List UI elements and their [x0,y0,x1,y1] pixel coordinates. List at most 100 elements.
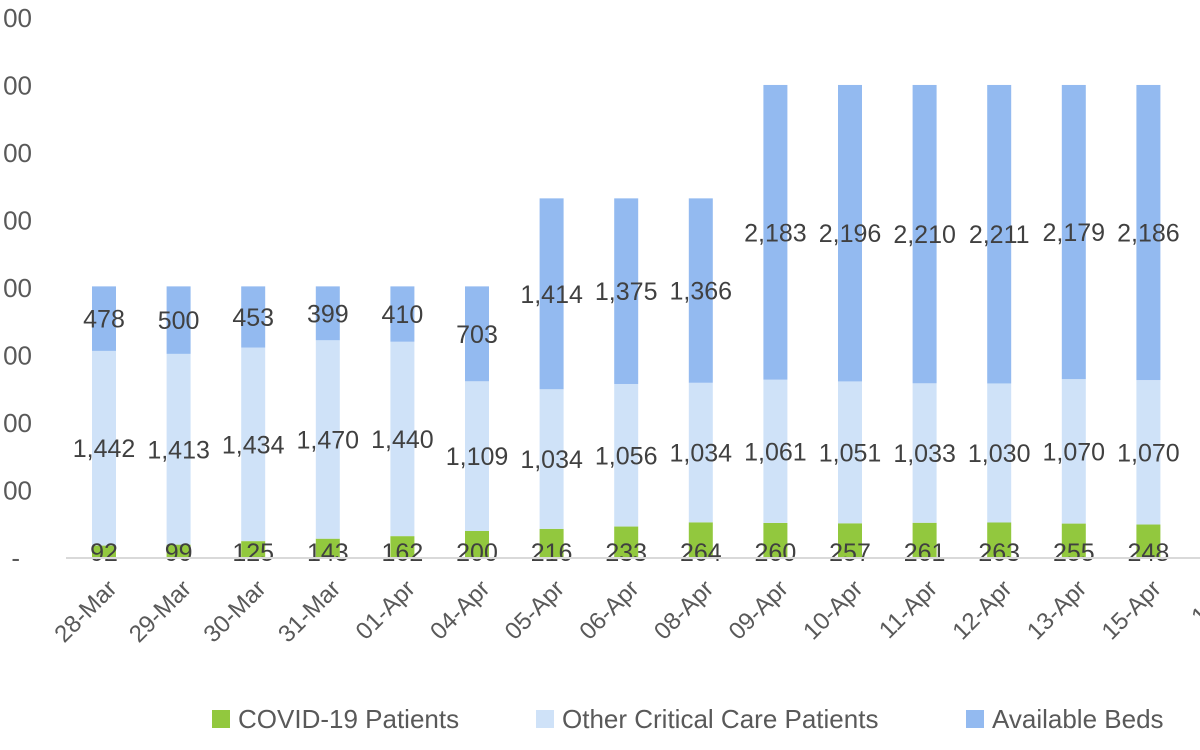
covid-bar-segment [763,522,788,558]
covid-data-label: 248 [1128,539,1170,567]
available-beds-bar-segment [1136,84,1161,381]
covid-data-label: 260 [755,539,797,567]
other-care-bar-segment [390,341,415,537]
bars [92,84,1161,558]
available-beds-bar-segment [92,286,116,351]
available-beds-data-label: 2,210 [893,221,956,249]
y-tick-label: - [11,543,20,573]
available-beds-bar-segment [539,198,564,390]
available-beds-data-label: 2,179 [1043,219,1106,247]
category-label: 16-A [1186,575,1200,630]
available-beds-data-label: 410 [382,301,424,329]
other-care-data-label: 1,070 [1043,438,1106,466]
other-care-bar-segment [241,347,266,542]
available-beds-data-label: 478 [83,306,125,334]
category-label: 31-Mar [273,575,346,648]
other-care-bar-segment [688,382,713,523]
available-beds-data-label: 2,183 [744,219,807,247]
other-care-bar-segment [763,379,788,523]
available-beds-bar-segment [390,286,415,342]
category-label: 11-Apr [874,575,943,644]
other-care-bar-segment [838,381,862,524]
category-label: 08-Apr [649,575,719,645]
available-beds-bar-segment [241,286,266,348]
category-label: 06-Apr [574,575,644,645]
available-beds-bar-segment [166,286,191,354]
covid-bar-segment [315,538,340,558]
covid-bar-segment [539,528,564,558]
other-care-bar-segment [315,340,340,539]
category-label: 09-Apr [724,575,794,645]
other-care-bar-segment [614,383,639,527]
y-tick-label: 00 [3,71,32,101]
covid-bar-segment [241,541,266,558]
data-labels: 92 1,442 478 99 1,413 500 125 1,434 453 143 1,470 3… [73,219,1180,567]
available-beds-data-label: 399 [307,300,349,328]
available-beds-bar-segment [1061,84,1086,380]
available-beds-data-label: 453 [232,304,274,332]
category-label: 13-Apr [1022,575,1092,645]
available-beds-data-label: 500 [158,307,200,335]
covid-bar-segment [92,545,116,558]
other-care-data-label: 1,033 [893,440,956,468]
available-beds-data-label: 703 [456,321,498,349]
covid-data-label: 257 [829,539,871,567]
available-beds-data-label: 2,196 [819,220,882,248]
covid-data-label: 255 [1053,539,1095,567]
other-care-bar-segment [92,350,116,546]
category-label: 01-Apr [351,575,421,645]
other-care-data-label: 1,034 [670,440,733,468]
available-beds-data-label: 1,414 [520,281,583,309]
other-care-data-label: 1,434 [222,431,285,459]
available-beds-data-label: 1,366 [670,278,733,306]
legend: COVID-19 Patients Other Critical Care Pat… [212,704,1164,734]
category-label: 04-Apr [425,575,495,645]
category-label: 10-Apr [798,575,868,645]
covid-bar-segment [1061,523,1086,558]
legend-label: Available Beds [992,704,1164,734]
category-label: 12-Apr [947,575,1017,645]
category-label: 30-Mar [199,575,272,648]
covid-bar-segment [987,522,1012,558]
legend-swatch [536,710,554,728]
covid-data-label: 162 [382,539,424,567]
other-care-data-label: 1,051 [819,439,882,467]
other-care-data-label: 1,070 [1117,439,1180,467]
available-beds-bar-segment [465,286,489,382]
category-label: 28-Mar [49,575,122,648]
other-care-data-label: 1,034 [520,446,583,474]
y-tick-label: 00 [3,3,32,33]
covid-bar-segment [465,531,489,558]
covid-data-label: 143 [307,539,349,567]
other-care-bar-segment [539,389,564,529]
y-tick-label: 00 [3,273,32,303]
covid-bar-segment [912,522,937,558]
y-tick-label: 00 [3,408,32,438]
y-tick-label: 00 [3,476,32,506]
available-beds-bar-segment [315,286,340,341]
y-axis: - 00 00 00 00 00 00 00 00 [3,3,32,573]
other-care-bar-segment [1136,380,1161,525]
category-label: 15-Apr [1097,575,1167,645]
covid-data-label: 125 [232,539,274,567]
legend-swatch [212,710,230,728]
available-beds-data-label: 2,211 [969,221,1030,249]
other-care-data-label: 1,413 [147,436,210,464]
other-care-bar-segment [1061,379,1086,524]
other-care-data-label: 1,056 [595,442,658,470]
covid-bar-segment [390,536,415,558]
other-care-data-label: 1,061 [744,438,807,466]
covid-bar-segment [1136,524,1161,558]
available-beds-data-label: 2,186 [1117,220,1180,248]
covid-data-label: 233 [605,539,647,567]
y-tick-label: 00 [3,341,32,371]
available-beds-bar-segment [912,84,937,384]
available-beds-bar-segment [987,84,1012,384]
other-care-data-label: 1,470 [297,426,360,454]
covid-data-label: 99 [165,539,193,567]
covid-bar-segment [166,544,191,558]
covid-data-label: 264 [680,539,722,567]
covid-data-label: 92 [90,539,118,567]
covid-data-label: 263 [978,539,1020,567]
